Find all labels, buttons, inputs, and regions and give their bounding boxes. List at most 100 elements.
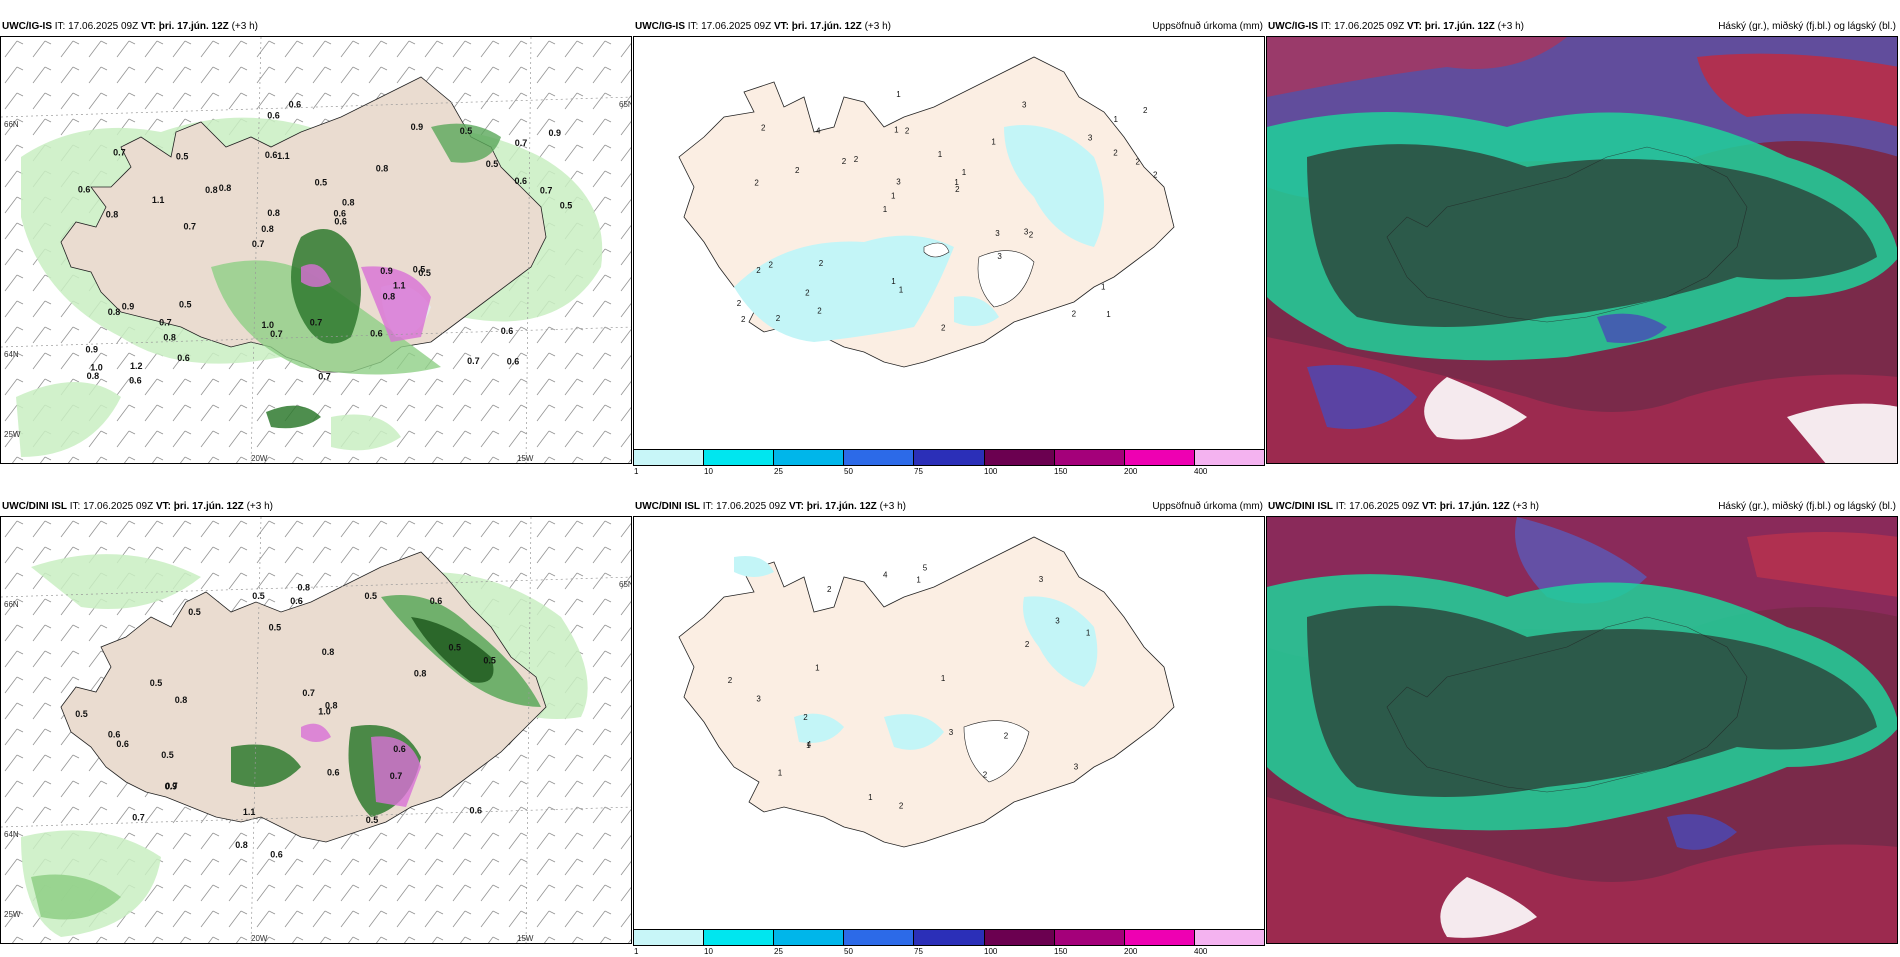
precip-value-labels: 0.60.80.70.70.81.20.60.50.90.80.90.81.10… [78,100,572,386]
accum-value: 2 [756,266,761,275]
accum-value: 4 [883,571,888,580]
precip-value: 0.8 [376,164,389,174]
accum-value: 1 [1106,310,1111,319]
colorbar-swatch [844,450,915,465]
accum-value: 2 [817,307,822,316]
precip-value: 0.7 [252,239,265,249]
colorbar-tick: 10 [704,947,713,956]
precip-value: 0.5 [315,178,328,188]
colorbar-swatch [1124,450,1195,465]
accum-value: 1 [868,793,873,802]
accum-value: 2 [854,155,859,164]
accum-value: 3 [1024,228,1029,237]
colorbar-swatch [1124,930,1195,945]
accum-value: 1 [916,575,921,584]
lat-label: 66N [4,600,19,609]
precip-value: 0.5 [176,151,189,161]
accum-value: 2 [983,771,988,780]
precip-value: 0.6 [78,185,91,195]
lon-label: 25W [4,910,21,919]
cloud-map-svg [1267,517,1897,943]
accum-value: 2 [737,299,742,308]
precip-value: 0.5 [413,264,426,274]
colorbar-tick: 150 [1054,467,1068,476]
precip-value: 1.0 [262,320,275,330]
precip-value: 0.6 [430,596,443,606]
colorbar-tick: 50 [844,467,853,476]
accum-value: 1 [938,150,943,159]
accum-value: 4 [807,740,812,749]
accum-value: 1 [883,205,888,214]
accum-value: 2 [803,713,808,722]
precip-value: 0.8 [261,224,274,234]
precip-value: 0.6 [507,357,520,367]
colorbar-tick: 400 [1194,467,1208,476]
row1-precip-title: UWC/IG-IS IT: 17.06.2025 09Z VT: þri. 17… [2,21,258,32]
accum-value: 2 [819,259,824,268]
accum-value: 2 [1113,149,1118,158]
colorbar-swatch [1194,450,1264,465]
precip-value: 1.0 [90,362,103,372]
accum-value: 2 [1153,171,1158,180]
lon-label: 15W [517,934,534,943]
precip-value: 0.6 [177,353,190,363]
accum-value: 1 [891,191,896,200]
accum-value: 1 [815,664,820,673]
precip-value: 1.0 [318,707,331,717]
accum-value: 3 [949,728,954,737]
cloud-map-svg [1267,37,1897,463]
precip-value: 0.5 [418,268,431,278]
precip-value: 0.7 [159,318,172,328]
accum-value: 2 [769,261,774,270]
accum-value: 1 [991,138,996,147]
accum-value: 2 [842,157,847,166]
colorbar-swatch [634,450,705,465]
precip-value: 0.7 [270,329,283,339]
colorbar-tick: 25 [774,947,783,956]
colorbar-swatch [844,930,915,945]
lat-label: 65N [619,100,632,109]
colorbar-swatch [704,450,775,465]
colorbar-tick: 75 [914,947,923,956]
accum-value: 2 [941,324,946,333]
precip-colorbar [633,449,1265,466]
accum-value: 2 [1143,106,1148,115]
precip-value: 0.6 [393,744,406,754]
precip-value: 0.5 [560,200,573,210]
accum-value: 2 [827,585,832,594]
precip-value: 0.5 [150,678,163,688]
precip-value: 1.1 [152,195,165,205]
precip-value: 0.8 [342,198,355,208]
row1-precip-map: 20W 15W 25W 66N 64N 65N 0.60.80.70.70.81… [0,36,632,464]
accum-value: 1 [1101,283,1106,292]
accum-value: 1 [894,126,899,135]
accum-value: 2 [761,124,766,133]
precip-value: 0.9 [411,122,424,132]
accum-value: 1 [896,90,901,99]
row1-cloud-subtitle: Háský (gr.), miðský (fj.bl.) og lágský (… [1718,21,1896,32]
precip-value: 0.8 [108,307,121,317]
precip-value: 0.5 [188,607,201,617]
row1-precip-panel: UWC/IG-IS IT: 17.06.2025 09Z VT: þri. 17… [0,14,632,464]
precip-value: 0.7 [310,318,323,328]
precip-value: 1.1 [243,807,256,817]
accum-value: 3 [997,252,1002,261]
lat-label: 65N [619,580,632,589]
precip-value: 1.1 [393,280,406,290]
colorbar-swatch [774,450,845,465]
lon-label: 25W [4,430,21,439]
precip-value: 0.7 [390,771,403,781]
precip-map-svg: 20W 15W 25W 66N 64N 65N 0.60.80.70.70.81… [1,37,632,463]
precip-value: 0.6 [129,376,142,386]
accum-value: 1 [941,674,946,683]
accum-map-svg: 1211121122222122123211343221322232212122… [634,37,1264,463]
lat-label: 66N [4,120,19,129]
accum-value: 3 [1039,575,1044,584]
accum-value: 1 [954,178,959,187]
precip-value: 0.6 [270,849,283,859]
accum-value: 1 [891,277,896,286]
precip-value: 0.9 [165,782,178,792]
accum-value-labels: 1211121122222122123211343221322232212122… [737,90,1158,333]
